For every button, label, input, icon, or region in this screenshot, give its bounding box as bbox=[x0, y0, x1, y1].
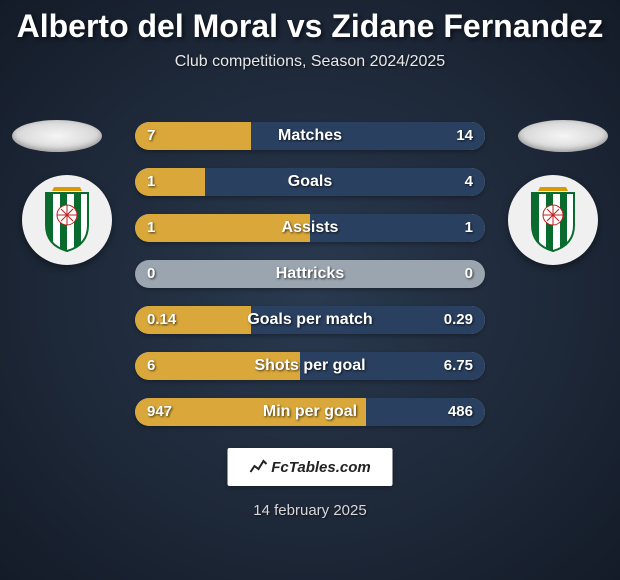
player-left-club-badge bbox=[22, 175, 112, 265]
brand-logo-icon bbox=[249, 458, 267, 476]
stat-label: Hattricks bbox=[135, 260, 485, 288]
date-label: 14 february 2025 bbox=[0, 502, 620, 519]
stat-label: Shots per goal bbox=[135, 352, 485, 380]
stat-row: 947486Min per goal bbox=[135, 398, 485, 426]
brand-box: FcTables.com bbox=[228, 448, 393, 486]
stat-row: 11Assists bbox=[135, 214, 485, 242]
stat-label: Min per goal bbox=[135, 398, 485, 426]
stat-row: 714Matches bbox=[135, 122, 485, 150]
player-right-club-badge bbox=[508, 175, 598, 265]
stat-row: 66.75Shots per goal bbox=[135, 352, 485, 380]
stat-label: Goals per match bbox=[135, 306, 485, 334]
club-crest-icon bbox=[40, 187, 94, 253]
chart-area: 714Matches 14Goals 11Assists 00Hattricks 0.1… bbox=[0, 110, 620, 450]
stat-row: 0.140.29Goals per match bbox=[135, 306, 485, 334]
brand-label: FcTables.com bbox=[271, 459, 370, 476]
club-crest-icon bbox=[526, 187, 580, 253]
page-title: Alberto del Moral vs Zidane Fernandez bbox=[0, 0, 620, 45]
player-right-oval bbox=[518, 120, 608, 152]
stat-label: Goals bbox=[135, 168, 485, 196]
stat-label: Assists bbox=[135, 214, 485, 242]
subtitle: Club competitions, Season 2024/2025 bbox=[0, 53, 620, 71]
stat-row: 00Hattricks bbox=[135, 260, 485, 288]
stat-label: Matches bbox=[135, 122, 485, 150]
stat-bars: 714Matches 14Goals 11Assists 00Hattricks 0.1… bbox=[135, 122, 485, 444]
stat-row: 14Goals bbox=[135, 168, 485, 196]
player-left-oval bbox=[12, 120, 102, 152]
comparison-infographic: Alberto del Moral vs Zidane Fernandez Cl… bbox=[0, 0, 620, 580]
